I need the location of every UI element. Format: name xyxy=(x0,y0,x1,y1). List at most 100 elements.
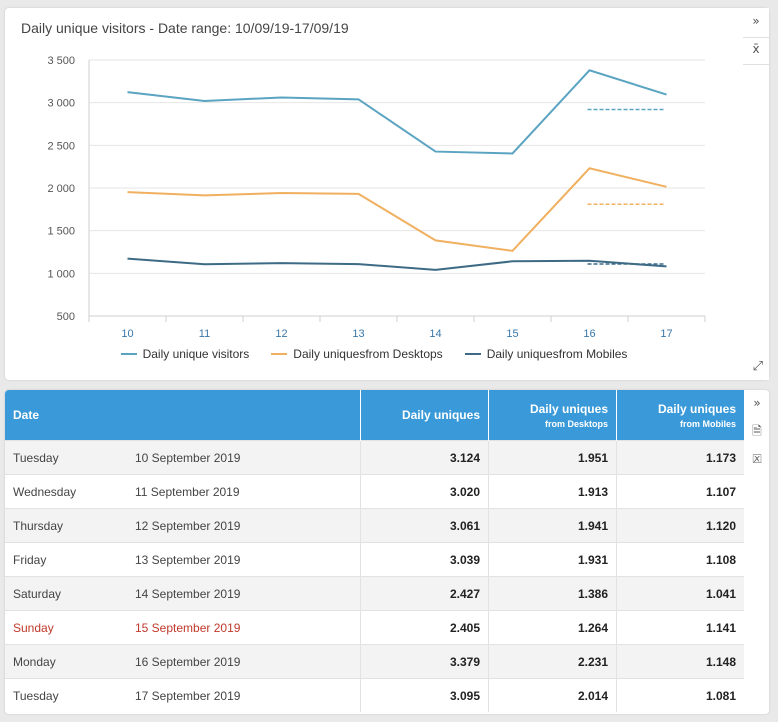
day-cell: Tuesday xyxy=(5,678,127,712)
uniques-cell: 2.405 xyxy=(360,610,489,645)
uniques-cell: 3.039 xyxy=(360,542,489,577)
header-date[interactable]: Date xyxy=(5,390,361,441)
expand-arrows-icon[interactable]: ⤢ xyxy=(752,359,763,374)
legend-item[interactable]: Daily uniquesfrom Mobiles xyxy=(464,347,628,361)
date-cell: 13 September 2019 xyxy=(127,542,361,577)
x-tick-label: 15 xyxy=(506,328,518,340)
table-row: Friday 13 September 2019 3.039 1.931 1.108 xyxy=(5,542,744,577)
x-tick-label: 11 xyxy=(199,328,210,340)
mobiles-cell: 1.041 xyxy=(616,576,744,611)
header-desktops-main: Daily uniques xyxy=(529,401,608,416)
day-cell: Tuesday xyxy=(5,440,127,475)
header-daily-uniques[interactable]: Daily uniques xyxy=(360,390,489,441)
chart-title: Daily unique visitors - Date range: 10/0… xyxy=(21,20,349,36)
uniques-cell: 3.379 xyxy=(360,644,489,679)
table-header-row: Date Daily uniques Daily uniques from De… xyxy=(5,390,744,441)
x-tick-label: 16 xyxy=(583,328,595,340)
table-row: Saturday 14 September 2019 2.427 1.386 1.041 xyxy=(5,576,744,611)
mobiles-cell: 1.148 xyxy=(616,644,744,679)
table-toolbar: » 🗎 🗵 xyxy=(745,390,769,714)
x-tick-label: 17 xyxy=(660,328,672,340)
date-cell: 15 September 2019 xyxy=(127,610,361,645)
desktops-cell: 1.951 xyxy=(488,440,617,475)
table-row: Sunday 15 September 2019 2.405 1.264 1.141 xyxy=(5,610,744,645)
y-tick-label: 2 500 xyxy=(47,140,75,152)
y-tick-label: 2 000 xyxy=(47,183,75,195)
data-table: Date Daily uniques Daily uniques from De… xyxy=(5,390,744,712)
uniques-cell: 2.427 xyxy=(360,576,489,611)
date-cell: 12 September 2019 xyxy=(127,508,361,543)
day-cell: Friday xyxy=(5,542,127,577)
legend-label: Daily uniquesfrom Mobiles xyxy=(486,347,628,361)
desktops-cell: 2.014 xyxy=(488,678,617,712)
date-cell: 17 September 2019 xyxy=(127,678,361,712)
chart-legend: Daily unique visitors Daily uniquesfrom D… xyxy=(5,347,743,361)
y-tick-label: 3 000 xyxy=(47,98,75,110)
x-tick-label: 12 xyxy=(275,328,287,340)
toolbar-divider xyxy=(743,37,769,38)
legend-swatch xyxy=(120,353,137,355)
toolbar-divider xyxy=(743,64,769,65)
mobiles-cell: 1.173 xyxy=(616,440,744,475)
y-tick-label: 1 000 xyxy=(47,268,75,280)
day-cell: Sunday xyxy=(5,610,127,645)
header-mobiles-main: Daily uniques xyxy=(657,401,736,416)
y-tick-label: 1 500 xyxy=(47,226,75,238)
table-row: Thursday 12 September 2019 3.061 1.941 1.120 xyxy=(5,508,744,543)
day-cell: Thursday xyxy=(5,508,127,543)
day-cell: Wednesday xyxy=(5,474,127,509)
desktops-cell: 1.264 xyxy=(488,610,617,645)
day-cell: Saturday xyxy=(5,576,127,611)
mobiles-cell: 1.081 xyxy=(616,678,744,712)
table-row: Monday 16 September 2019 3.379 2.231 1.148 xyxy=(5,644,744,679)
double-chevron-right-icon[interactable]: » xyxy=(752,14,760,28)
header-daily-uniques-desktops[interactable]: Daily uniques from Desktops xyxy=(488,390,617,441)
date-cell: 16 September 2019 xyxy=(127,644,361,679)
x-bar-icon[interactable]: x̄ xyxy=(752,42,760,56)
chart-panel: Daily unique visitors - Date range: 10/0… xyxy=(5,8,769,380)
mobiles-cell: 1.141 xyxy=(616,610,744,645)
series-line xyxy=(127,167,667,252)
mobiles-cell: 1.120 xyxy=(616,508,744,543)
desktops-cell: 2.231 xyxy=(488,644,617,679)
table-row: Wednesday 11 September 2019 3.020 1.913 1.10… xyxy=(5,474,744,509)
legend-swatch xyxy=(464,353,481,355)
mobiles-cell: 1.107 xyxy=(616,474,744,509)
line-chart: 3 500 3 000 2 500 2 000 1 500 1 000 500 10 11 12 1… xyxy=(47,55,706,340)
x-tick-label: 14 xyxy=(429,328,441,340)
uniques-cell: 3.095 xyxy=(360,678,489,712)
uniques-cell: 3.124 xyxy=(360,440,489,475)
legend-label: Daily uniquesfrom Desktops xyxy=(293,347,443,361)
series-line xyxy=(127,69,667,155)
x-tick-label: 10 xyxy=(121,328,133,340)
header-desktops-sub: from Desktops xyxy=(544,418,608,429)
pdf-file-icon[interactable]: 🗎 xyxy=(752,424,762,438)
mobiles-cell: 1.108 xyxy=(616,542,744,577)
y-tick-label: 3 500 xyxy=(47,55,75,67)
header-daily-uniques-mobiles[interactable]: Daily uniques from Mobiles xyxy=(616,390,744,441)
desktops-cell: 1.913 xyxy=(488,474,617,509)
header-mobiles-sub: from Mobiles xyxy=(679,418,736,429)
desktops-cell: 1.931 xyxy=(488,542,617,577)
chart-toolbar: » x̄ xyxy=(743,8,769,380)
legend-label: Daily unique visitors xyxy=(142,347,250,361)
day-cell: Monday xyxy=(5,644,127,679)
table-row: Tuesday 17 September 2019 3.095 2.014 1.081 xyxy=(5,678,744,712)
legend-item[interactable]: Daily unique visitors xyxy=(120,347,250,361)
y-tick-label: 500 xyxy=(57,311,75,323)
date-cell: 10 September 2019 xyxy=(127,440,361,475)
double-chevron-right-icon[interactable]: » xyxy=(753,396,761,410)
series-line xyxy=(127,257,667,271)
date-cell: 14 September 2019 xyxy=(127,576,361,611)
excel-file-icon[interactable]: 🗵 xyxy=(752,452,762,466)
x-tick-label: 13 xyxy=(352,328,364,340)
uniques-cell: 3.020 xyxy=(360,474,489,509)
data-table-panel: Date Daily uniques Daily uniques from De… xyxy=(5,390,769,714)
uniques-cell: 3.061 xyxy=(360,508,489,543)
legend-swatch xyxy=(271,353,288,355)
desktops-cell: 1.941 xyxy=(488,508,617,543)
desktops-cell: 1.386 xyxy=(488,576,617,611)
table-row: Tuesday 10 September 2019 3.124 1.951 1.173 xyxy=(5,440,744,475)
date-cell: 11 September 2019 xyxy=(127,474,361,509)
legend-item[interactable]: Daily uniquesfrom Desktops xyxy=(271,347,443,361)
